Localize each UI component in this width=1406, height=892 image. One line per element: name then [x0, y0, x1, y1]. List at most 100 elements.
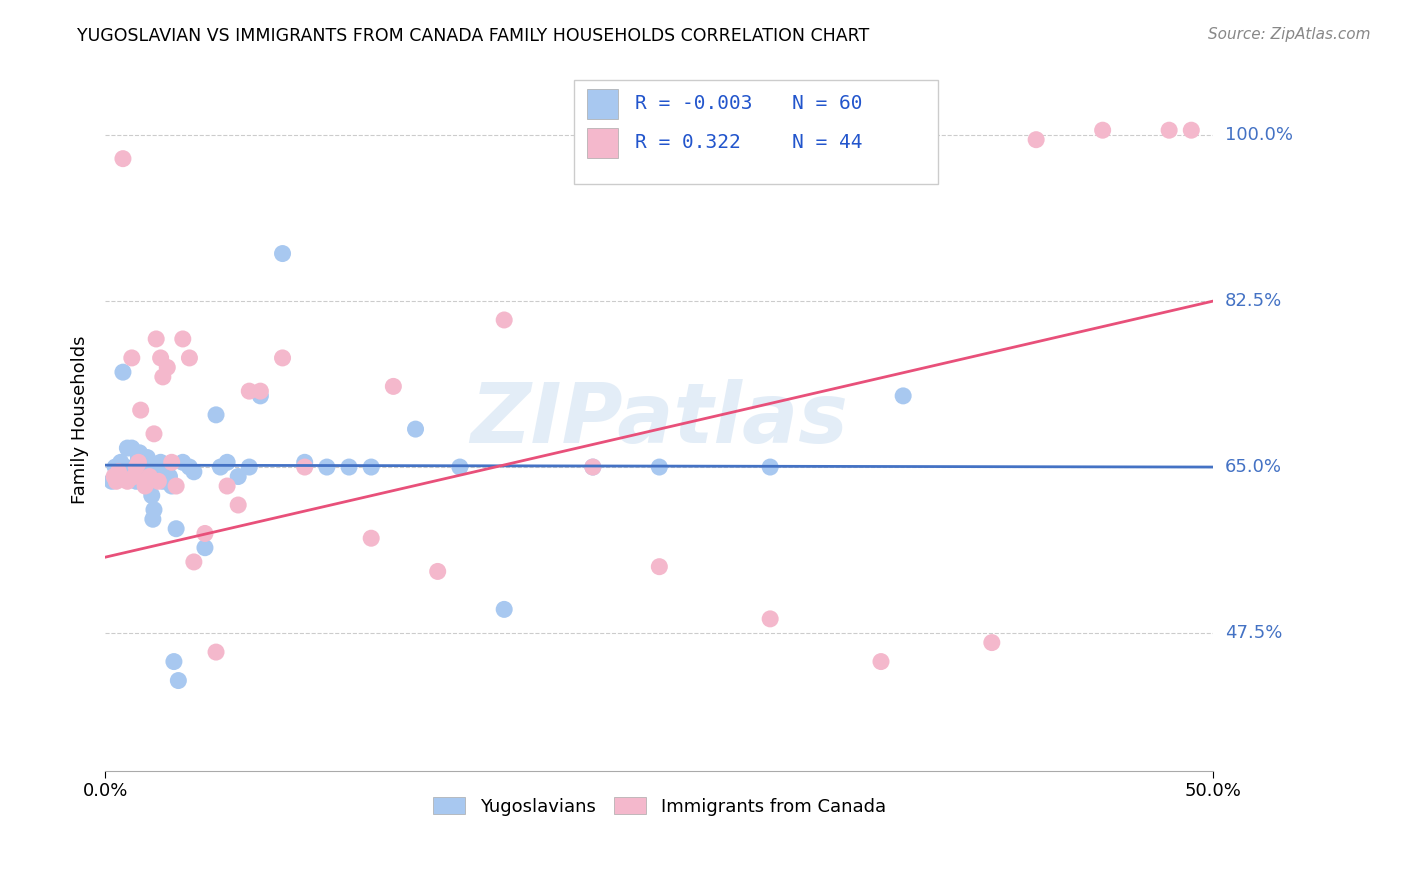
Point — [759, 612, 782, 626]
Point — [449, 460, 471, 475]
Point — [141, 489, 163, 503]
Point — [148, 460, 170, 475]
Point — [648, 460, 671, 475]
Point — [111, 152, 134, 166]
Point — [121, 441, 143, 455]
Point — [103, 469, 125, 483]
Point — [179, 351, 201, 365]
Point — [494, 602, 516, 616]
Point — [145, 465, 167, 479]
Point — [145, 332, 167, 346]
Point — [163, 655, 186, 669]
Point — [143, 502, 166, 516]
Point — [104, 460, 127, 475]
Point — [209, 460, 232, 475]
Point — [1159, 123, 1181, 137]
Point — [980, 635, 1002, 649]
Point — [648, 559, 671, 574]
Point — [870, 655, 893, 669]
Point — [205, 645, 228, 659]
Point — [105, 469, 128, 483]
Point — [194, 541, 217, 555]
Point — [582, 460, 605, 475]
Point — [143, 465, 166, 479]
Point — [172, 455, 194, 469]
Point — [1180, 123, 1202, 137]
Point — [172, 332, 194, 346]
Point — [107, 465, 129, 479]
Point — [149, 455, 172, 469]
Point — [125, 475, 148, 489]
Point — [129, 455, 152, 469]
Point — [159, 469, 181, 483]
Point — [107, 460, 129, 475]
Point — [759, 460, 782, 475]
Point — [127, 450, 149, 465]
Point — [110, 455, 132, 469]
Point — [249, 389, 271, 403]
Point — [360, 460, 382, 475]
Bar — [588, 128, 619, 158]
Point — [165, 522, 187, 536]
Point — [153, 469, 176, 483]
Text: R = -0.003: R = -0.003 — [636, 94, 752, 113]
Point — [217, 479, 239, 493]
Point — [582, 460, 605, 475]
Point — [315, 460, 337, 475]
Point — [152, 370, 174, 384]
Point — [136, 450, 159, 465]
Point — [205, 408, 228, 422]
Point — [160, 455, 183, 469]
Point — [132, 469, 155, 483]
Point — [152, 475, 174, 489]
FancyBboxPatch shape — [574, 79, 938, 184]
Legend: Yugoslavians, Immigrants from Canada: Yugoslavians, Immigrants from Canada — [423, 788, 894, 825]
Bar — [588, 89, 619, 119]
Point — [167, 673, 190, 688]
Text: Source: ZipAtlas.com: Source: ZipAtlas.com — [1208, 27, 1371, 42]
Point — [114, 460, 136, 475]
Point — [217, 455, 239, 469]
Point — [226, 498, 249, 512]
Y-axis label: Family Households: Family Households — [72, 335, 89, 504]
Point — [105, 475, 128, 489]
Point — [249, 384, 271, 398]
Point — [271, 351, 294, 365]
Point — [128, 446, 150, 460]
Point — [337, 460, 360, 475]
Point — [129, 403, 152, 417]
Point — [1025, 133, 1047, 147]
Point — [131, 455, 153, 469]
Point — [271, 246, 294, 260]
Point — [160, 479, 183, 493]
Point — [122, 460, 145, 475]
Text: 47.5%: 47.5% — [1225, 624, 1282, 642]
Point — [135, 479, 157, 493]
Point — [107, 460, 129, 475]
Point — [382, 379, 405, 393]
Point — [117, 441, 139, 455]
Point — [238, 460, 260, 475]
Text: N = 60: N = 60 — [793, 94, 863, 113]
Point — [148, 475, 170, 489]
Point — [405, 422, 427, 436]
Point — [194, 526, 217, 541]
Text: 82.5%: 82.5% — [1225, 292, 1282, 310]
Point — [183, 555, 205, 569]
Point — [149, 351, 172, 365]
Text: YUGOSLAVIAN VS IMMIGRANTS FROM CANADA FAMILY HOUSEHOLDS CORRELATION CHART: YUGOSLAVIAN VS IMMIGRANTS FROM CANADA FA… — [77, 27, 869, 45]
Point — [122, 469, 145, 483]
Point — [226, 469, 249, 483]
Point — [891, 389, 914, 403]
Point — [117, 475, 139, 489]
Point — [127, 455, 149, 469]
Point — [101, 475, 124, 489]
Point — [118, 465, 141, 479]
Point — [238, 384, 260, 398]
Point — [111, 365, 134, 379]
Point — [156, 360, 179, 375]
Point — [494, 313, 516, 327]
Point — [143, 426, 166, 441]
Point — [142, 512, 165, 526]
Point — [294, 460, 316, 475]
